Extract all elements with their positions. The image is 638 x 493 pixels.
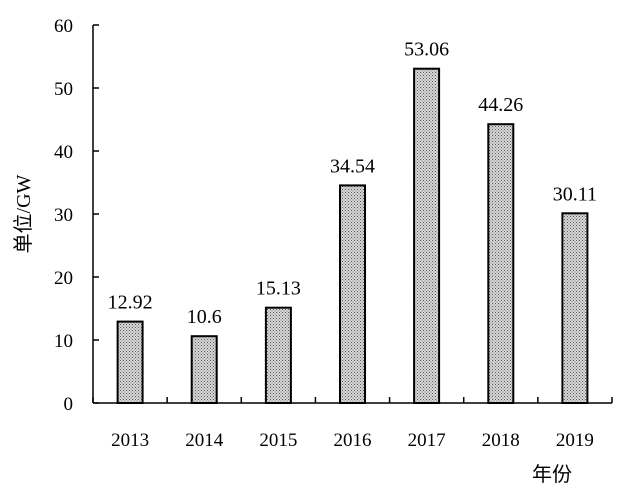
data-label-2019: 30.11 <box>553 183 597 205</box>
y-tick-label-0: 0 <box>64 394 74 415</box>
x-tick-label-2014: 2014 <box>185 430 224 451</box>
x-tick-label-2016: 2016 <box>334 430 372 451</box>
x-tick-label-2015: 2015 <box>259 430 297 451</box>
bar-2016 <box>339 184 366 404</box>
data-label-2014: 10.6 <box>187 306 222 328</box>
y-tick-label-50: 50 <box>54 79 73 100</box>
bar-2015 <box>264 306 292 405</box>
y-tick-label-10: 10 <box>54 331 73 352</box>
bar-2014 <box>190 335 218 405</box>
y-tick-label-30: 30 <box>54 205 73 226</box>
y-axis-label: 单位/GW <box>12 174 35 253</box>
labels-layer: 12.92 10.6 15.13 34.54 53.06 44.26 30.11 <box>108 39 597 329</box>
data-label-2013: 12.92 <box>108 292 153 314</box>
y-tick-label-40: 40 <box>54 142 73 163</box>
x-axis-label: 年份 <box>532 463 572 486</box>
y-tick-label-60: 60 <box>54 16 73 37</box>
bars-layer <box>116 67 589 405</box>
data-label-2015: 15.13 <box>256 278 301 300</box>
x-tick-label-2018: 2018 <box>482 430 520 451</box>
x-tick-label-2017: 2017 <box>408 430 446 451</box>
bar-2019 <box>561 212 589 404</box>
data-label-2018: 44.26 <box>478 94 523 116</box>
bar-2013 <box>116 320 144 405</box>
bar-2018 <box>487 123 515 404</box>
axes-layer: 0 10 20 30 40 50 60 2013 2014 2015 2016 2017 2018 201… <box>54 16 613 451</box>
y-tick-label-20: 20 <box>54 268 73 289</box>
x-tick-label-2013: 2013 <box>111 430 149 451</box>
data-label-2017: 53.06 <box>404 39 449 61</box>
x-tick-label-2019: 2019 <box>556 430 594 451</box>
bar-2017 <box>413 67 441 404</box>
data-label-2016: 34.54 <box>330 155 375 177</box>
